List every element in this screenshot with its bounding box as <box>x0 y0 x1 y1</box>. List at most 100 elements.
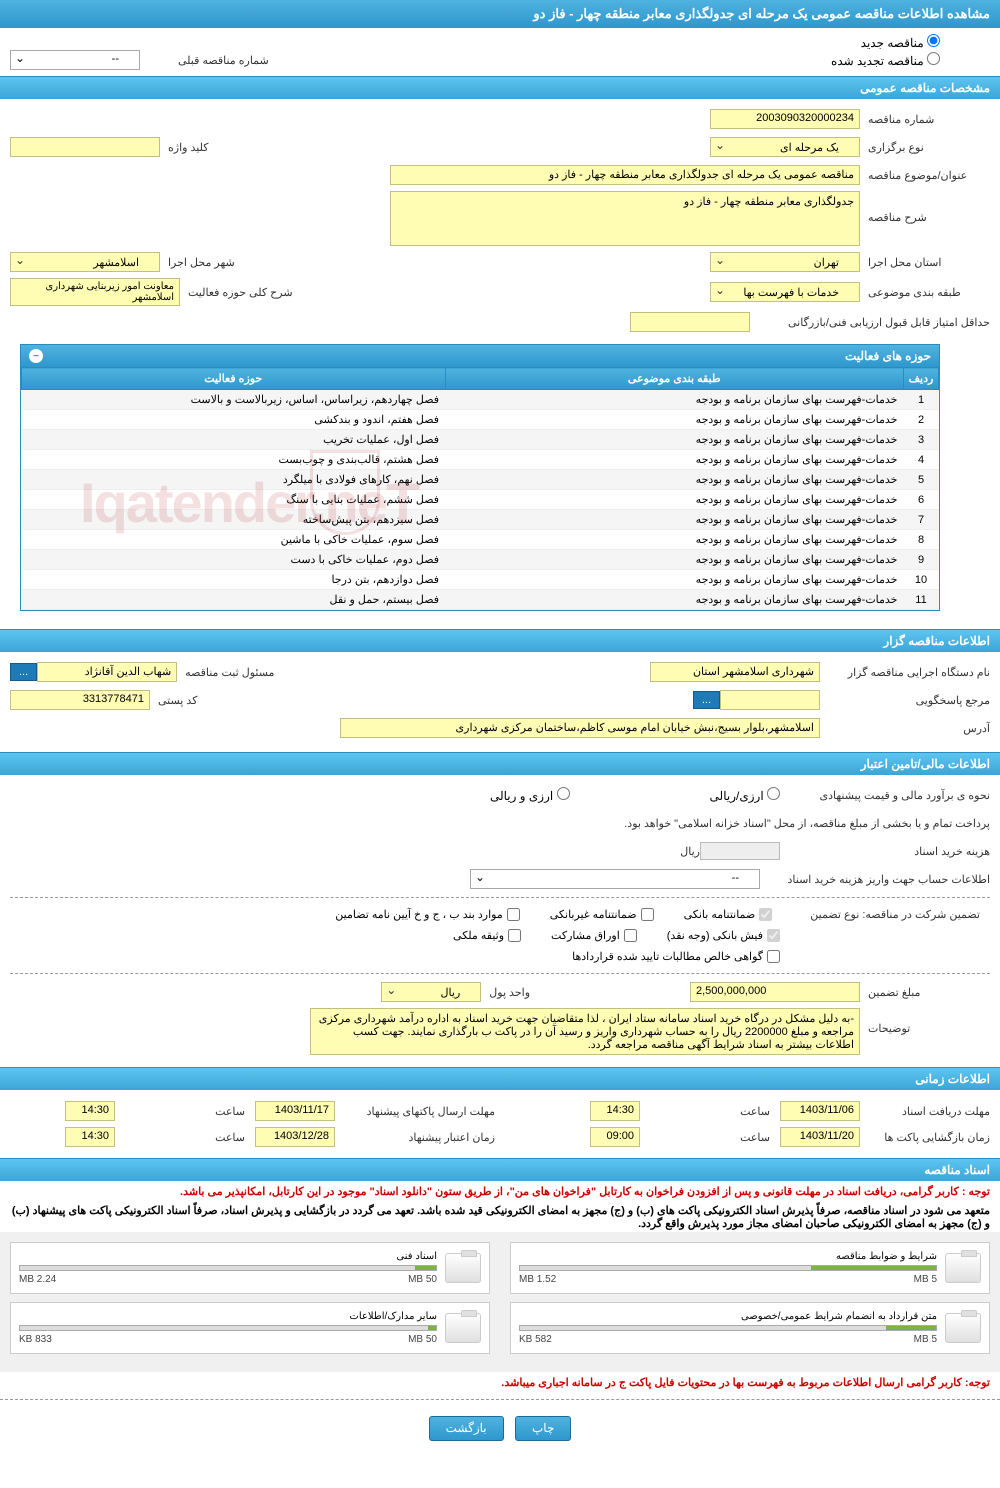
doc-title: شرایط و ضوابط مناقصه <box>519 1251 937 1262</box>
min-score-label: حداقل امتیاز قابل قبول ارزیابی فنی/بازرگ… <box>750 316 990 329</box>
description-value: جدولگذاری معابر منطقه چهار - فاز دو <box>390 191 860 246</box>
holding-type-label: نوع برگزاری <box>860 141 990 154</box>
collapse-icon[interactable]: − <box>29 349 43 363</box>
keyword-input[interactable] <box>10 137 160 157</box>
packet-open-label: زمان بازگشایی پاکت ها <box>870 1131 990 1144</box>
table-row: 5خدمات-فهرست بهای سازمان برنامه و بودجهف… <box>22 470 939 490</box>
docs-notice-1: توجه : کاربر گرامی، دریافت اسناد در مهلت… <box>0 1181 1000 1202</box>
button-bar: چاپ بازگشت <box>0 1406 1000 1451</box>
notes-value: -به دلیل مشکل در درگاه خرید اسناد سامانه… <box>310 1008 860 1055</box>
org-name-label: نام دستگاه اجرایی مناقصه گزار <box>820 666 990 679</box>
currency-unit-label: واحد پول <box>481 986 530 999</box>
print-button[interactable]: چاپ <box>515 1416 571 1441</box>
section-timing: اطلاعات زمانی <box>0 1067 1000 1090</box>
province-select[interactable]: تهران <box>710 252 860 272</box>
col-cat: طبقه بندی موضوعی <box>445 368 904 390</box>
doc-receive-time: 14:30 <box>590 1101 640 1121</box>
radio-both[interactable]: ارزی و ریالی <box>490 787 570 803</box>
back-button[interactable]: بازگشت <box>429 1416 504 1441</box>
guarantee-amount-label: مبلغ تضمین <box>860 986 990 999</box>
respond-ref-btn[interactable]: ... <box>693 691 720 709</box>
doc-cost-label: هزینه خرید اسناد <box>780 845 990 858</box>
treasury-note: پرداخت تمام و یا بخشی از مبلغ مناقصه، از… <box>616 817 990 830</box>
postal-value: 3313778471 <box>10 690 150 710</box>
doc-title: سایر مدارک/اطلاعات <box>19 1311 437 1322</box>
doc-cost-unit: ریال <box>672 845 700 858</box>
respond-ref-value[interactable] <box>720 690 820 710</box>
packet-open-date: 1403/11/20 <box>780 1127 860 1147</box>
account-info-label: اطلاعات حساب جهت واریز هزینه خرید اسناد <box>760 873 990 886</box>
doc-receive-label: مهلت دریافت اسناد <box>870 1105 990 1118</box>
docs-notice-3: توجه: کاربر گرامی ارسال اطلاعات مربوط به… <box>0 1372 1000 1393</box>
section-organizer: اطلاعات مناقصه گزار <box>0 629 1000 652</box>
packet-open-time: 09:00 <box>590 1127 640 1147</box>
tender-type-radio-row: مناقصه جدید مناقصه تجدید شده شماره مناقص… <box>0 28 1000 76</box>
account-info-select[interactable]: -- <box>470 869 760 889</box>
time-label-1: ساعت <box>650 1105 770 1118</box>
folder-icon <box>945 1253 981 1283</box>
offer-validity-time: 14:30 <box>65 1127 115 1147</box>
tender-number-label: شماره مناقصه <box>860 113 990 126</box>
reg-officer-label: مسئول ثبت مناقصه <box>177 666 274 679</box>
currency-unit-select[interactable]: ریال <box>381 982 481 1002</box>
activity-table: ردیف طبقه بندی موضوعی حوزه فعالیت 1خدمات… <box>21 367 939 610</box>
table-row: 10خدمات-فهرست بهای سازمان برنامه و بودجه… <box>22 570 939 590</box>
col-field: حوزه فعالیت <box>22 368 446 390</box>
city-select[interactable]: اسلامشهر <box>10 252 160 272</box>
chk-property[interactable]: وثیقه ملکی <box>453 929 521 942</box>
notes-label: توضیحات <box>860 1008 990 1035</box>
radio-rial[interactable]: ارزی/ریالی <box>710 787 780 803</box>
doc-cost-input[interactable] <box>700 842 780 860</box>
description-label: شرح مناقصه <box>860 191 990 224</box>
packet-send-time: 14:30 <box>65 1101 115 1121</box>
province-label: استان محل اجرا <box>860 256 990 269</box>
chk-cash[interactable]: فیش بانکی (وجه نقد) <box>667 929 780 942</box>
doc-box[interactable]: شرایط و ضوابط مناقصه 5 MB1.52 MB <box>510 1242 990 1294</box>
doc-box[interactable]: اسناد فنی 50 MB2.24 MB <box>10 1242 490 1294</box>
time-label-2: ساعت <box>125 1105 245 1118</box>
packet-send-date: 1403/11/17 <box>255 1101 335 1121</box>
holding-type-select[interactable]: یک مرحله ای <box>710 137 860 157</box>
table-row: 11خدمات-فهرست بهای سازمان برنامه و بودجه… <box>22 590 939 610</box>
title-value: مناقصه عمومی یک مرحله ای جدولگذاری معابر… <box>390 165 860 185</box>
tender-number-value: 2003090320000234 <box>710 109 860 129</box>
chk-bank[interactable]: ضمانتنامه بانکی <box>684 908 773 921</box>
activity-header-title: حوزه های فعالیت <box>845 349 931 363</box>
radio-renewed[interactable]: مناقصه تجدید شده <box>831 52 940 68</box>
reg-officer-value: شهاب الدین آقانژاد <box>37 662 177 682</box>
offer-validity-label: زمان اعتبار پیشنهاد <box>345 1131 495 1144</box>
chk-nonbank[interactable]: ضمانتنامه غیربانکی <box>550 908 654 921</box>
prev-number-select[interactable]: -- <box>10 50 140 70</box>
respond-ref-label: مرجع پاسخگویی <box>820 694 990 707</box>
col-row: ردیف <box>904 368 939 390</box>
guarantee-amount-value: 2,500,000,000 <box>690 982 860 1002</box>
keyword-label: کلید واژه <box>160 141 208 154</box>
docs-grid: شرایط و ضوابط مناقصه 5 MB1.52 MB اسناد ف… <box>0 1232 1000 1372</box>
estimate-type-label: نحوه ی برآورد مالی و قیمت پیشنهادی <box>780 789 990 802</box>
address-value: اسلامشهر،بلوار بسیج،نبش خیابان امام موسی… <box>340 718 820 738</box>
chk-securities[interactable]: اوراق مشارکت <box>551 929 637 942</box>
doc-box[interactable]: متن قرارداد به انضمام شرایط عمومی/خصوصی … <box>510 1302 990 1354</box>
postal-label: کد پستی <box>150 694 197 707</box>
activity-desc-label: شرح کلی حوزه فعالیت <box>180 286 293 299</box>
table-row: 3خدمات-فهرست بهای سازمان برنامه و بودجهف… <box>22 430 939 450</box>
table-row: 1خدمات-فهرست بهای سازمان برنامه و بودجهف… <box>22 390 939 410</box>
prev-number-label: شماره مناقصه قبلی <box>170 54 269 67</box>
table-row: 6خدمات-فهرست بهای سازمان برنامه و بودجهف… <box>22 490 939 510</box>
chk-bond[interactable]: موارد بند ب ، ج و خ آیین نامه تضامین <box>335 908 519 921</box>
time-label-4: ساعت <box>125 1131 245 1144</box>
offer-validity-date: 1403/12/28 <box>255 1127 335 1147</box>
time-label-3: ساعت <box>650 1131 770 1144</box>
min-score-input[interactable] <box>630 312 750 332</box>
table-row: 9خدمات-فهرست بهای سازمان برنامه و بودجهف… <box>22 550 939 570</box>
folder-icon <box>445 1313 481 1343</box>
chk-cert[interactable]: گواهی خالص مطالبات تایید شده قراردادها <box>572 950 780 963</box>
radio-new[interactable]: مناقصه جدید <box>861 36 940 50</box>
address-label: آدرس <box>820 722 990 735</box>
doc-box[interactable]: سایر مدارک/اطلاعات 50 MB833 KB <box>10 1302 490 1354</box>
docs-notice-2: متعهد می شود در اسناد مناقصه، صرفاً پذیر… <box>0 1202 1000 1232</box>
reg-officer-btn[interactable]: ... <box>10 663 37 681</box>
category-select[interactable]: خدمات با فهرست بها <box>710 282 860 302</box>
activity-desc-value: معاونت امور زیربنایی شهرداری اسلامشهر <box>10 278 180 306</box>
table-row: 4خدمات-فهرست بهای سازمان برنامه و بودجهف… <box>22 450 939 470</box>
